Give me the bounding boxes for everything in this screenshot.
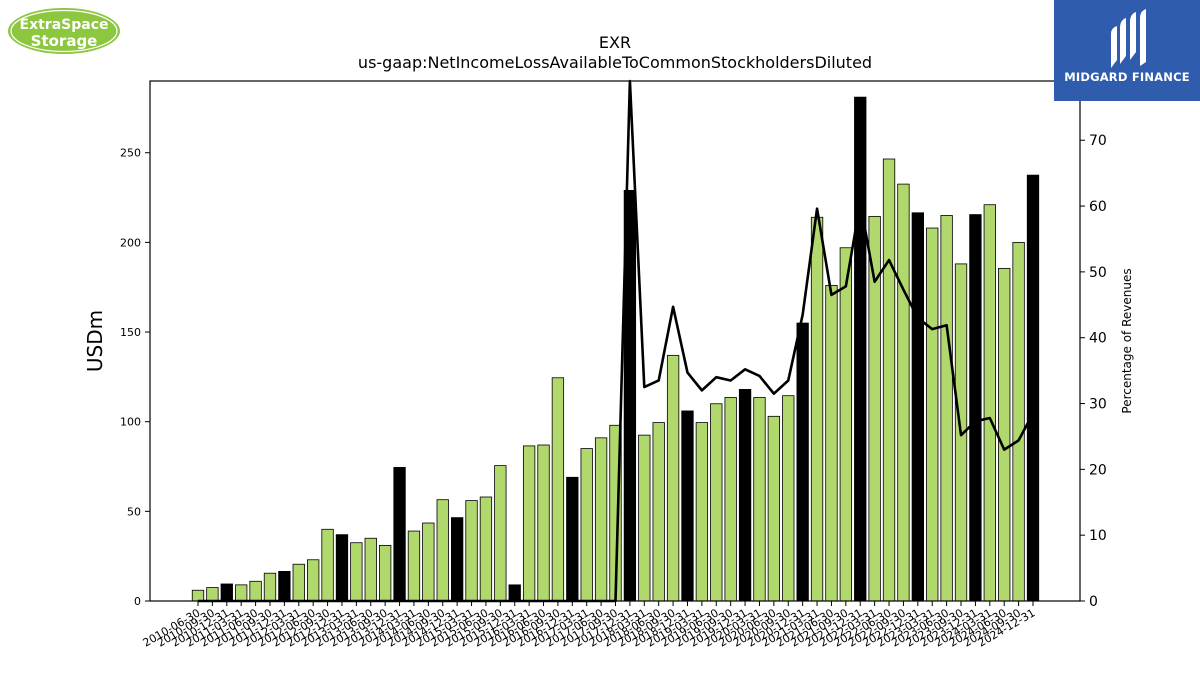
bar-2016-12-31 (566, 476, 579, 602)
bar-series (191, 96, 1040, 602)
y-tick-label: 250 (120, 147, 141, 160)
y2-tick-label: 40 (1089, 331, 1107, 347)
bar-2014-06-30 (422, 522, 435, 602)
y-axis-ticks: 0 50 100 150 200 250 (120, 147, 150, 608)
y-tick-label: 0 (134, 595, 141, 608)
y-tick-label: 50 (127, 505, 141, 518)
bar-2010-06-30 (191, 589, 205, 602)
bar-2020-12-31 (796, 322, 809, 602)
y-axis-label: USDm (83, 310, 107, 372)
y2-tick-label: 70 (1089, 133, 1107, 149)
bar-2015-06-30 (479, 496, 493, 602)
logo-right-text: MIDGARD FINANCE (1064, 70, 1190, 84)
y2-tick-label: 20 (1089, 462, 1107, 478)
bar-2016-06-30 (537, 444, 550, 602)
y2-axis-label: Percentage of Revenues (1120, 268, 1134, 413)
y-tick-label: 200 (120, 236, 141, 249)
bar-2019-03-31 (695, 422, 709, 602)
bar-2012-06-30 (307, 559, 320, 602)
plot-frame (149, 80, 1081, 602)
x-axis-ticks: 2010-06-302010-09-302010-12-312011-03-31… (141, 601, 1038, 650)
bar-2021-09-30 (839, 247, 852, 602)
bar-2020-03-31 (753, 397, 766, 602)
bar-2014-12-31 (450, 517, 464, 602)
bar-2018-09-30 (666, 354, 680, 602)
bar-2024-03-31 (983, 204, 996, 602)
y2-tick-label: 10 (1089, 528, 1107, 544)
bar-2022-06-30 (882, 158, 896, 602)
bar-2017-03-31 (580, 448, 593, 602)
midgard-emblem-icon (1111, 9, 1146, 68)
logo-left-line1: ExtraSpace (20, 17, 109, 33)
bar-2012-09-30 (321, 528, 334, 602)
bar-2019-09-30 (724, 397, 737, 602)
bar-2019-12-31 (738, 389, 752, 602)
bar-2015-03-31 (465, 500, 478, 602)
bar-2020-09-30 (782, 395, 795, 602)
bar-2011-09-30 (263, 572, 277, 602)
bar-2018-12-31 (681, 410, 694, 602)
bar-2010-12-31 (220, 583, 233, 602)
bar-2016-03-31 (522, 445, 536, 602)
bar-2022-12-31 (911, 212, 924, 602)
bar-2018-03-31 (638, 434, 651, 602)
y-tick-label: 100 (120, 416, 141, 429)
bar-2021-03-31 (810, 216, 824, 602)
bar-2018-06-30 (652, 422, 665, 602)
chart-title: EXR (599, 33, 631, 52)
extra-space-storage-logo: ExtraSpace Storage (5, 5, 123, 57)
bar-2023-03-31 (926, 227, 939, 602)
bar-2016-09-30 (551, 377, 565, 602)
y-tick-label: 150 (120, 326, 141, 339)
bar-2024-12-31 (1026, 174, 1040, 602)
bar-2021-06-30 (825, 285, 838, 602)
y2-tick-label: 60 (1089, 199, 1107, 215)
y2-tick-label: 50 (1089, 265, 1107, 281)
bar-2019-06-30 (710, 403, 723, 602)
bar-2010-09-30 (206, 587, 219, 602)
y2-axis-ticks: 0 10 20 30 40 50 60 70 (1080, 133, 1107, 610)
bar-2021-12-31 (854, 96, 867, 602)
bar-2013-12-31 (393, 467, 406, 602)
bar-2013-09-30 (379, 545, 392, 602)
bar-2017-06-30 (594, 437, 608, 602)
bar-2011-06-30 (249, 580, 262, 602)
y2-tick-label: 30 (1089, 397, 1107, 413)
bar-2014-03-31 (407, 530, 421, 602)
bar-2022-09-30 (897, 183, 910, 602)
bar-2015-12-31 (508, 584, 521, 602)
bar-2015-09-30 (494, 465, 507, 602)
bar-2013-03-31 (350, 542, 363, 602)
y2-tick-label: 0 (1089, 594, 1098, 610)
logo-left-line2: Storage (31, 32, 98, 50)
bar-2012-03-31 (292, 563, 305, 602)
bar-2013-06-30 (364, 537, 377, 602)
chart-subtitle: us-gaap:NetIncomeLossAvailableToCommonSt… (358, 53, 872, 72)
bar-2023-12-31 (969, 214, 982, 602)
bar-2012-12-31 (335, 534, 349, 602)
bar-2014-09-30 (436, 499, 449, 602)
bar-2020-06-30 (767, 415, 781, 602)
bar-2024-06-30 (998, 267, 1011, 602)
midgard-finance-logo: MIDGARD FINANCE (1054, 0, 1200, 101)
bar-2024-09-30 (1012, 241, 1025, 602)
bar-2011-03-31 (235, 584, 248, 602)
bar-2023-06-30 (940, 215, 953, 602)
bar-2011-12-31 (278, 571, 291, 602)
